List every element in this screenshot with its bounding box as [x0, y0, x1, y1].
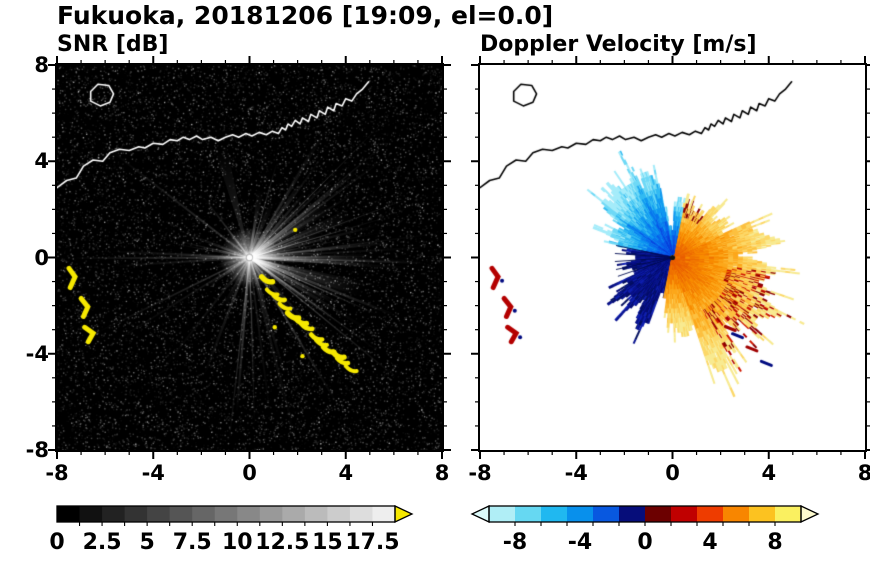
x-tick-label: -4	[141, 461, 165, 485]
y-tick-label: 0	[34, 245, 49, 270]
snr-panel-title: SNR [dB]	[57, 32, 169, 57]
colorbar-label: 5	[139, 530, 155, 555]
colorbar-segment	[349, 506, 373, 522]
colorbar-segment	[541, 506, 568, 522]
colorbar-segment	[327, 506, 351, 522]
snr-plot	[55, 63, 444, 452]
colorbar-label: 8	[767, 530, 783, 555]
colorbar-segment	[515, 506, 542, 522]
x-tick-label: 0	[665, 461, 680, 485]
colorbar-segment	[567, 506, 594, 522]
colorbar-label: -8	[502, 530, 528, 555]
y-tick-label: -4	[25, 341, 49, 366]
colorbar-segment	[304, 506, 328, 522]
x-tick-label: 4	[761, 461, 777, 485]
colorbar-segment	[697, 506, 724, 522]
colorbar-segment	[645, 506, 672, 522]
snr-plot-canvas	[57, 65, 442, 450]
colorbar-segment	[489, 506, 516, 522]
colorbar-label: 12.5	[255, 530, 310, 555]
y-tick-label: -8	[25, 438, 49, 462]
colorbar-over-arrow	[394, 504, 414, 524]
colorbar-segment	[102, 506, 126, 522]
colorbar-under-arrow	[470, 504, 490, 524]
x-tick-label: 8	[857, 461, 870, 485]
colorbar-segment	[169, 506, 193, 522]
x-tick-label: 4	[338, 461, 354, 485]
colorbar-segment	[282, 506, 306, 522]
colorbar-label: 4	[702, 530, 718, 555]
x-tick-label: 8	[434, 461, 450, 485]
colorbar-label: -4	[567, 530, 593, 555]
y-tick-label: 8	[34, 53, 49, 77]
colorbar-segment	[723, 506, 750, 522]
colorbar-segment	[57, 506, 81, 522]
colorbar-segment	[775, 506, 802, 522]
colorbar-segment	[749, 506, 776, 522]
colorbar-label: 2.5	[82, 530, 122, 555]
colorbar-segment	[259, 506, 283, 522]
x-tick-label: -8	[468, 461, 492, 485]
colorbar-label: 0	[49, 530, 65, 555]
colorbar-label: 0	[637, 530, 653, 555]
x-tick-label: 0	[242, 461, 257, 485]
colorbar-segment	[237, 506, 261, 522]
colorbar-label: 7.5	[172, 530, 212, 555]
colorbar-segment	[147, 506, 171, 522]
colorbar-outline	[488, 505, 802, 523]
figure-title: Fukuoka, 20181206 [19:09, el=0.0]	[57, 1, 554, 30]
x-tick-label: -8	[45, 461, 69, 485]
colorbar-segment	[671, 506, 698, 522]
colorbar-label: 10	[221, 530, 253, 555]
colorbar-segment	[619, 506, 646, 522]
velocity-plot	[478, 63, 867, 452]
velocity-panel-title: Doppler Velocity [m/s]	[480, 32, 757, 57]
colorbar-outline	[56, 505, 396, 523]
colorbar-segment	[79, 506, 103, 522]
colorbar-label: 15	[312, 530, 343, 555]
colorbar-over-arrow	[800, 504, 820, 524]
colorbar-segment	[593, 506, 620, 522]
velocity-plot-canvas	[480, 65, 865, 450]
colorbar-segment	[192, 506, 216, 522]
colorbar-segment	[214, 506, 238, 522]
x-tick-label: -4	[564, 461, 588, 485]
colorbar-segment	[372, 506, 396, 522]
colorbar-label: 17.5	[345, 530, 400, 555]
colorbar-segment	[124, 506, 148, 522]
y-tick-label: 4	[34, 149, 49, 174]
